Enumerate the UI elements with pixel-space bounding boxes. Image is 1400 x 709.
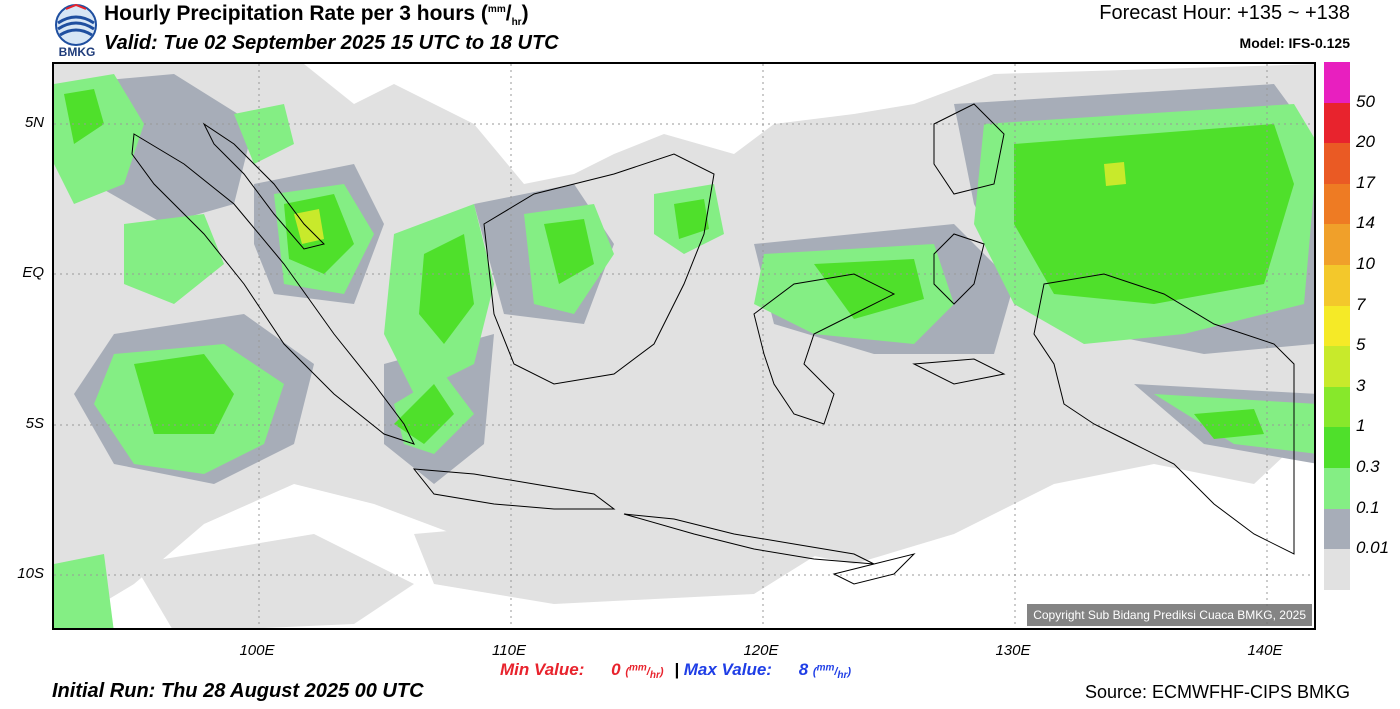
max-label: Max Value: [683,660,772,679]
lon-label-100e: 100E [239,642,275,659]
island-java [412,468,616,510]
bmkg-logo: BMKG [52,1,102,61]
data-source: Source: ECMWFHF-CIPS BMKG [1084,682,1350,702]
island-borneo [483,153,715,385]
lon-label-120e: 120E [743,642,779,659]
legend-swatch [1324,183,1350,225]
precip-yellowgreen-layer [294,162,1126,244]
island-timor [832,553,916,585]
island-new-guinea [1033,273,1295,555]
forecast-hour: Forecast Hour: +135 ~ +138 [1099,2,1350,24]
min-max-values: Min Value: 0 (mm/hr) | Max Value: 8 (mm/… [500,660,852,682]
islands-nusa-tenggara [623,513,875,565]
legend-label: 0.3 [1356,457,1380,476]
title-unit-den: hr [511,17,522,29]
island-mindanao [933,103,1005,195]
max-value: 8 [798,660,809,679]
legend-swatch [1324,508,1350,550]
precipitation-map: Copyright Sub Bidang Prediksi Cuaca BMKG… [52,62,1316,630]
island-seram [912,358,1006,385]
min-unit-den: hr [649,670,660,682]
lat-label-10s: 10S [17,565,44,582]
legend-swatch [1324,468,1350,510]
legend-label: 7 [1356,294,1366,314]
max-unit-den: hr [837,670,848,682]
initial-run: Initial Run: Thu 28 August 2025 00 UTC [52,680,424,702]
chart-title: Hourly Precipitation Rate per 3 hours (m… [104,2,529,29]
min-unit-num: mm [629,662,647,674]
legend-label: 14 [1356,213,1375,233]
map-canvas [54,64,1314,628]
legend-swatch [1324,305,1350,347]
peninsula-malay [202,122,325,250]
legend-label: 10 [1356,254,1375,273]
model-name: Model: IFS-0.125 [1239,35,1350,51]
legend-swatch [1324,549,1350,591]
title-unit-num: mm [487,4,506,15]
lon-label-140e: 140E [1247,642,1283,659]
lat-label-eq: EQ [22,264,44,281]
min-label: Min Value: [500,660,585,679]
legend-swatch [1324,143,1350,185]
legend-label: 0.01 [1356,538,1390,558]
legend-label: 0.1 [1356,497,1380,517]
title-text: Hourly Precipitation Rate per 3 hours [104,2,476,25]
lon-label-110e: 110E [492,642,526,659]
legend-label: 1 [1356,416,1366,436]
logo-text: BMKG [58,45,96,59]
coastlines [131,103,1295,585]
lon-label-130e: 130E [995,642,1031,659]
legend-swatch [1324,102,1350,144]
legend-label: 3 [1356,375,1366,395]
legend-swatch [1324,265,1350,307]
island-sumatra [131,133,415,445]
lat-label-5n: 5N [24,114,44,131]
legend-swatch [1324,62,1350,104]
island-sulawesi [753,273,896,425]
islands-maluku [933,233,985,305]
legend-label: 50 [1356,91,1375,111]
legend-swatch [1324,386,1350,428]
legend-swatch [1324,427,1350,469]
legend-label: 5 [1356,335,1366,355]
legend-label: 17 [1356,172,1375,192]
legend-label: 20 [1356,132,1375,152]
min-value: 0 [611,660,621,679]
minmax-separator: | [674,660,680,679]
lat-label-5s: 5S [25,415,44,432]
copyright-notice: Copyright Sub Bidang Prediksi Cuaca BMKG… [1027,604,1312,626]
max-unit-num: mm [816,662,835,674]
legend-swatch [1324,224,1350,266]
legend-swatch [1324,346,1350,388]
precip-legend [1324,62,1350,591]
valid-time: Valid: Tue 02 September 2025 15 UTC to 1… [104,32,559,54]
